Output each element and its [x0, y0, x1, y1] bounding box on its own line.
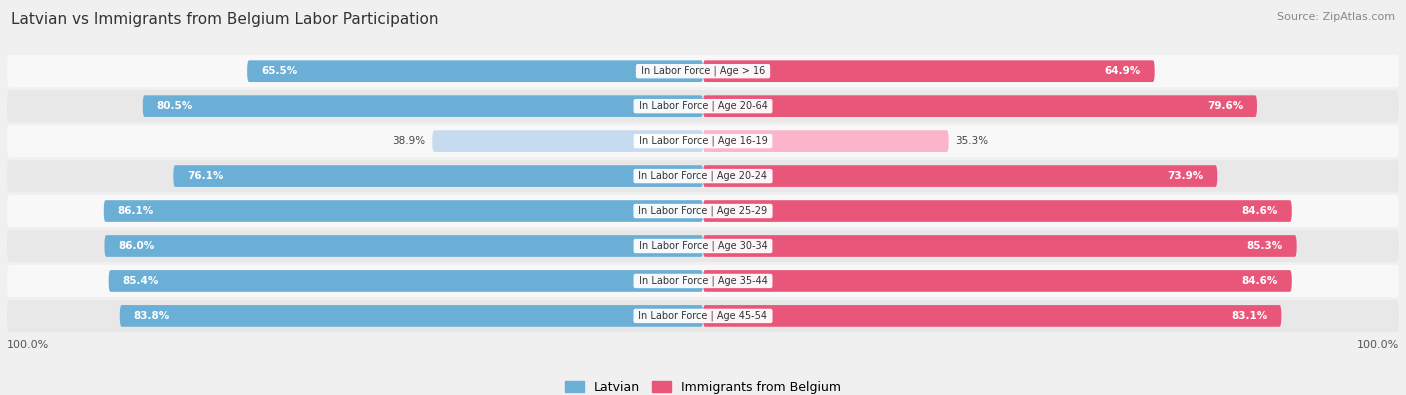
- FancyBboxPatch shape: [108, 270, 703, 292]
- Text: 86.1%: 86.1%: [118, 206, 153, 216]
- FancyBboxPatch shape: [703, 60, 1154, 82]
- Text: 83.1%: 83.1%: [1232, 311, 1267, 321]
- Text: Source: ZipAtlas.com: Source: ZipAtlas.com: [1277, 12, 1395, 22]
- Text: 76.1%: 76.1%: [187, 171, 224, 181]
- FancyBboxPatch shape: [7, 195, 1399, 227]
- FancyBboxPatch shape: [7, 90, 1399, 122]
- Text: In Labor Force | Age 35-44: In Labor Force | Age 35-44: [636, 276, 770, 286]
- Text: 80.5%: 80.5%: [156, 101, 193, 111]
- Text: In Labor Force | Age 20-24: In Labor Force | Age 20-24: [636, 171, 770, 181]
- FancyBboxPatch shape: [7, 125, 1399, 157]
- Text: 85.3%: 85.3%: [1247, 241, 1282, 251]
- Text: In Labor Force | Age > 16: In Labor Force | Age > 16: [638, 66, 768, 76]
- Text: In Labor Force | Age 20-64: In Labor Force | Age 20-64: [636, 101, 770, 111]
- FancyBboxPatch shape: [7, 265, 1399, 297]
- FancyBboxPatch shape: [703, 200, 1292, 222]
- Text: 84.6%: 84.6%: [1241, 276, 1278, 286]
- Text: In Labor Force | Age 16-19: In Labor Force | Age 16-19: [636, 136, 770, 147]
- FancyBboxPatch shape: [7, 160, 1399, 192]
- Text: In Labor Force | Age 30-34: In Labor Force | Age 30-34: [636, 241, 770, 251]
- Legend: Latvian, Immigrants from Belgium: Latvian, Immigrants from Belgium: [561, 377, 845, 395]
- FancyBboxPatch shape: [703, 305, 1281, 327]
- FancyBboxPatch shape: [143, 95, 703, 117]
- FancyBboxPatch shape: [703, 235, 1296, 257]
- Text: 38.9%: 38.9%: [392, 136, 425, 146]
- FancyBboxPatch shape: [7, 55, 1399, 87]
- Text: 85.4%: 85.4%: [122, 276, 159, 286]
- FancyBboxPatch shape: [703, 95, 1257, 117]
- Text: In Labor Force | Age 25-29: In Labor Force | Age 25-29: [636, 206, 770, 216]
- Text: 100.0%: 100.0%: [1357, 340, 1399, 350]
- FancyBboxPatch shape: [120, 305, 703, 327]
- Text: 35.3%: 35.3%: [956, 136, 988, 146]
- FancyBboxPatch shape: [703, 165, 1218, 187]
- Text: Latvian vs Immigrants from Belgium Labor Participation: Latvian vs Immigrants from Belgium Labor…: [11, 12, 439, 27]
- Text: 64.9%: 64.9%: [1105, 66, 1140, 76]
- Text: 79.6%: 79.6%: [1206, 101, 1243, 111]
- FancyBboxPatch shape: [104, 200, 703, 222]
- FancyBboxPatch shape: [432, 130, 703, 152]
- FancyBboxPatch shape: [7, 230, 1399, 262]
- FancyBboxPatch shape: [173, 165, 703, 187]
- Text: 73.9%: 73.9%: [1167, 171, 1204, 181]
- Text: In Labor Force | Age 45-54: In Labor Force | Age 45-54: [636, 311, 770, 321]
- Text: 84.6%: 84.6%: [1241, 206, 1278, 216]
- Text: 86.0%: 86.0%: [118, 241, 155, 251]
- Text: 65.5%: 65.5%: [262, 66, 297, 76]
- FancyBboxPatch shape: [247, 60, 703, 82]
- FancyBboxPatch shape: [7, 300, 1399, 332]
- FancyBboxPatch shape: [703, 270, 1292, 292]
- Text: 83.8%: 83.8%: [134, 311, 170, 321]
- FancyBboxPatch shape: [703, 130, 949, 152]
- FancyBboxPatch shape: [104, 235, 703, 257]
- Text: 100.0%: 100.0%: [7, 340, 49, 350]
